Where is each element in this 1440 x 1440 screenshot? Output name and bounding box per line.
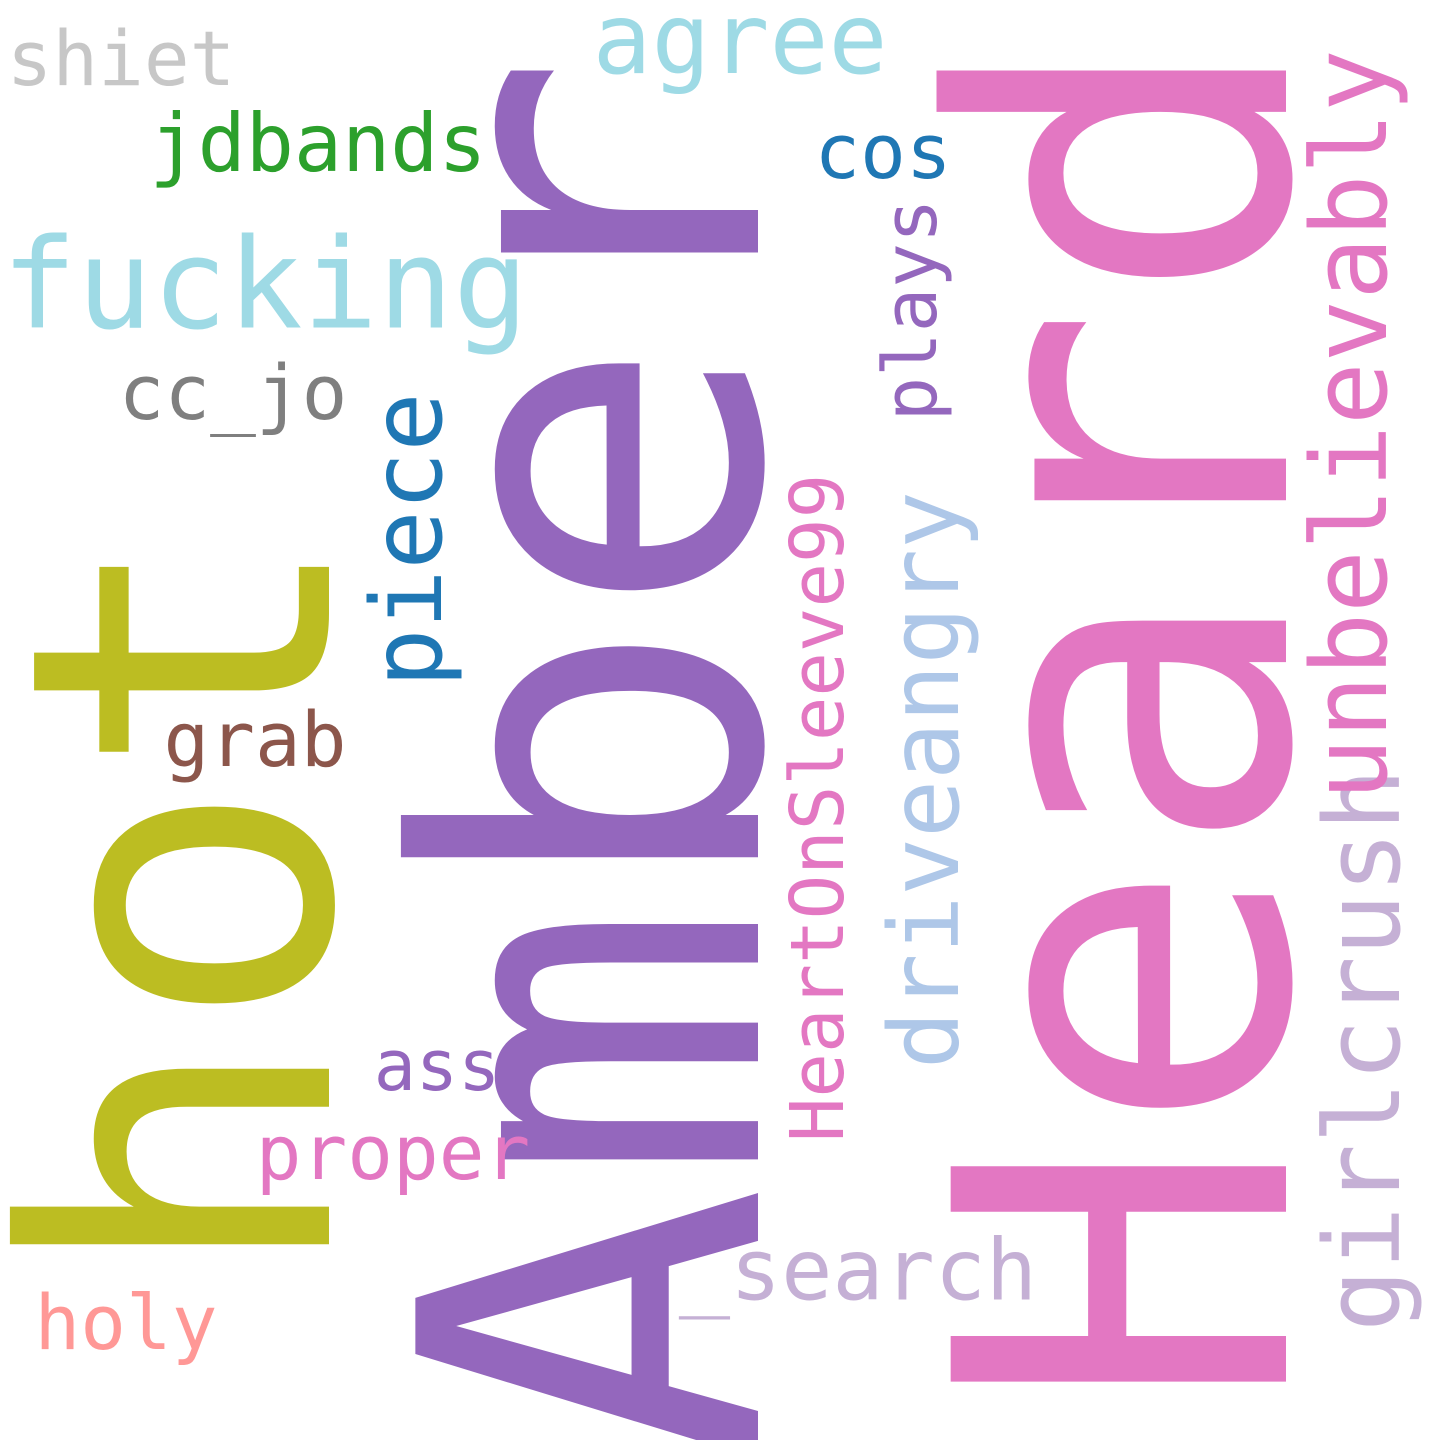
word-jdbands: jdbands [149,97,487,190]
word-piece: piece [351,392,465,688]
word-plays: plays [868,198,954,422]
word-heartonsleeve: HeartOnSleeve99 [775,473,861,1143]
word-search: _search [678,1221,1038,1321]
word-cc-jo: cc_jo [118,348,348,437]
word-driveangry: driveangry [869,491,981,1069]
word-fucking: fucking [1,212,529,358]
word-grab: grab [163,695,347,784]
word-cos: cos [814,107,952,196]
word-shiet: shiet [6,14,236,103]
word-proper: proper [255,1108,531,1197]
word-holy: holy [34,1278,218,1367]
word-ass: ass [373,1025,501,1107]
word-unbelievably: unbelievably [1289,49,1411,801]
word-agree: agree [592,0,888,97]
word-girlcrush: girlcrush [1302,768,1424,1332]
